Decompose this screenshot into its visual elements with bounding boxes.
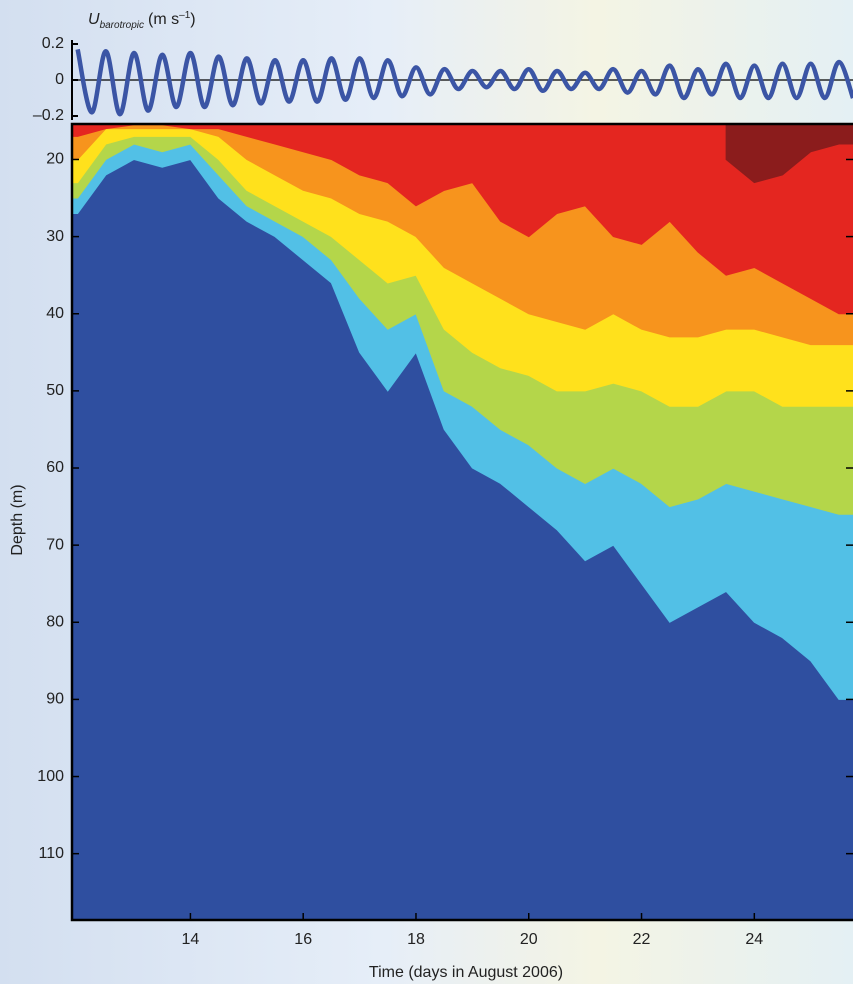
- x-axis-label: Time (days in August 2006): [369, 964, 563, 981]
- y-tick-label: 20: [46, 151, 64, 168]
- y-tick-label: 30: [46, 228, 64, 245]
- y-tick-label: 0: [55, 71, 64, 88]
- x-tick-label: 16: [294, 931, 312, 948]
- y-tick-label: 50: [46, 382, 64, 399]
- velocity-line: [75, 48, 853, 117]
- depth-band: [72, 124, 853, 315]
- frame: [70, 122, 853, 922]
- x-tick-label: 24: [745, 931, 763, 948]
- x-tick-label: 18: [407, 931, 425, 948]
- top-title: Ubarotropic (m s–1): [88, 10, 196, 31]
- depth-band: [725, 124, 853, 184]
- x-tick-label: 22: [633, 931, 651, 948]
- y-tick-label: 70: [46, 536, 64, 553]
- y-tick-label: 0.2: [42, 35, 64, 52]
- y-tick-label: 90: [46, 691, 64, 708]
- y-tick-label: 80: [46, 613, 64, 630]
- y-axis-label: Depth (m): [9, 484, 26, 555]
- y-tick-label: 60: [46, 459, 64, 476]
- x-tick-label: 20: [520, 931, 538, 948]
- heatmap: [72, 124, 853, 920]
- y-tick-label: 110: [38, 845, 64, 862]
- y-tick-label: –0.2: [33, 107, 64, 124]
- y-tick-label: 40: [46, 305, 64, 322]
- y-tick-label: 100: [37, 768, 64, 785]
- x-tick-label: 14: [182, 931, 200, 948]
